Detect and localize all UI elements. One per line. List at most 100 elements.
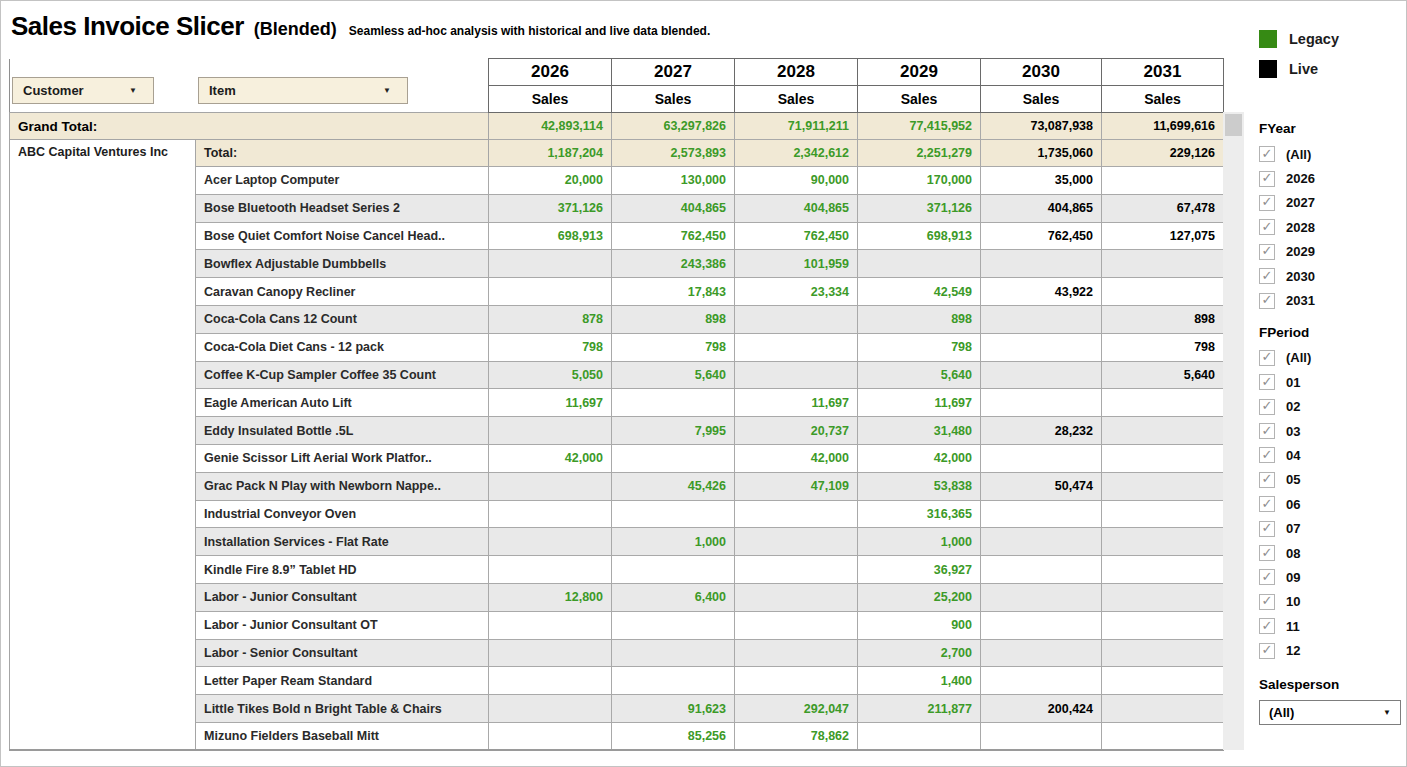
sales-value-cell (735, 667, 858, 695)
live-color-swatch-icon (1259, 60, 1277, 78)
sales-value-cell: 878 (489, 305, 612, 333)
chevron-down-icon: ▼ (129, 86, 137, 95)
checkbox-checked-icon[interactable]: ✓ (1259, 472, 1275, 488)
checkbox-checked-icon[interactable]: ✓ (1259, 399, 1275, 415)
fperiod-option-9[interactable]: ✓ 09 (1259, 565, 1405, 589)
year-column-header: 2031 (1102, 59, 1224, 86)
sales-value-cell: 1,000 (612, 528, 735, 556)
sales-value-cell (1102, 250, 1224, 278)
fyear-filter-title: FYear (1259, 121, 1405, 136)
checkbox-checked-icon[interactable]: ✓ (1259, 643, 1275, 659)
fyear-option-6[interactable]: ✓ 2031 (1259, 288, 1405, 312)
sales-value-cell (1102, 639, 1224, 667)
fperiod-option-5[interactable]: ✓ 05 (1259, 468, 1405, 492)
checkbox-checked-icon[interactable]: ✓ (1259, 268, 1275, 284)
sales-value-cell: 898 (1102, 305, 1224, 333)
fyear-option-5[interactable]: ✓ 2030 (1259, 264, 1405, 288)
fperiod-option-0[interactable]: ✓ (All) (1259, 346, 1405, 370)
sales-value-cell (1102, 389, 1224, 417)
table-vertical-scrollbar[interactable] (1223, 112, 1244, 750)
sales-value-cell (1102, 695, 1224, 723)
sales-value-cell: 53,838 (858, 472, 981, 500)
customer-total-value: 2,573,893 (612, 140, 735, 167)
sales-value-cell: 42,000 (489, 444, 612, 472)
fperiod-option-10[interactable]: ✓ 10 (1259, 590, 1405, 614)
sales-value-cell (981, 361, 1102, 389)
fperiod-option-12[interactable]: ✓ 12 (1259, 638, 1405, 662)
scrollbar-thumb[interactable] (1225, 114, 1242, 136)
checkbox-checked-icon[interactable]: ✓ (1259, 350, 1275, 366)
sales-value-cell (981, 611, 1102, 639)
sales-value-cell (489, 667, 612, 695)
sales-value-cell (612, 639, 735, 667)
item-dimension-dropdown[interactable]: Item ▼ (198, 77, 408, 104)
customer-dimension-dropdown[interactable]: Customer ▼ (12, 77, 154, 104)
fperiod-option-7[interactable]: ✓ 07 (1259, 516, 1405, 540)
sales-value-cell: 130,000 (612, 167, 735, 195)
measure-header: Sales (735, 86, 858, 113)
customer-name: ABC Capital Ventures Inc (10, 140, 196, 751)
item-name: Genie Scissor Lift Aerial Work Platfor.. (196, 444, 489, 472)
page-title: Sales Invoice Slicer (11, 11, 244, 42)
sales-value-cell (981, 500, 1102, 528)
sales-value-cell: 316,365 (858, 500, 981, 528)
item-name: Coca-Cola Diet Cans - 12 pack (196, 333, 489, 361)
sales-value-cell: 798 (612, 333, 735, 361)
fyear-option-1[interactable]: ✓ 2026 (1259, 166, 1405, 190)
checkbox-checked-icon[interactable]: ✓ (1259, 293, 1275, 309)
sales-value-cell (1102, 167, 1224, 195)
checkbox-checked-icon[interactable]: ✓ (1259, 146, 1275, 162)
legend-label: Live (1289, 61, 1318, 77)
sales-value-cell (489, 417, 612, 445)
sales-value-cell: 11,697 (735, 389, 858, 417)
sales-value-cell: 36,927 (858, 556, 981, 584)
checkbox-checked-icon[interactable]: ✓ (1259, 219, 1275, 235)
checkbox-checked-icon[interactable]: ✓ (1259, 521, 1275, 537)
sales-value-cell (489, 250, 612, 278)
fperiod-option-3[interactable]: ✓ 03 (1259, 419, 1405, 443)
sales-value-cell: 5,050 (489, 361, 612, 389)
sales-value-cell (1102, 444, 1224, 472)
item-name: Industrial Conveyor Oven (196, 500, 489, 528)
fperiod-option-11[interactable]: ✓ 11 (1259, 614, 1405, 638)
sales-value-cell: 91,623 (612, 695, 735, 723)
sales-value-cell (1102, 556, 1224, 584)
sales-value-cell (735, 611, 858, 639)
checkbox-checked-icon[interactable]: ✓ (1259, 545, 1275, 561)
sales-value-cell: 45,426 (612, 472, 735, 500)
checkbox-checked-icon[interactable]: ✓ (1259, 618, 1275, 634)
sales-value-cell (489, 695, 612, 723)
sales-value-cell (1102, 417, 1224, 445)
measure-header: Sales (1102, 86, 1224, 113)
fperiod-option-6[interactable]: ✓ 06 (1259, 492, 1405, 516)
customer-total-value: 1,187,204 (489, 140, 612, 167)
salesperson-dropdown[interactable]: (All) ▼ (1259, 700, 1401, 725)
fperiod-option-1[interactable]: ✓ 01 (1259, 370, 1405, 394)
checkbox-checked-icon[interactable]: ✓ (1259, 171, 1275, 187)
sales-value-cell (735, 361, 858, 389)
sales-value-cell: 20,737 (735, 417, 858, 445)
fperiod-option-2[interactable]: ✓ 02 (1259, 395, 1405, 419)
checkbox-checked-icon[interactable]: ✓ (1259, 594, 1275, 610)
sales-value-cell (1102, 722, 1224, 750)
sales-value-cell: 25,200 (858, 583, 981, 611)
fyear-option-4[interactable]: ✓ 2029 (1259, 240, 1405, 264)
fyear-option-0[interactable]: ✓ (All) (1259, 142, 1405, 166)
checkbox-checked-icon[interactable]: ✓ (1259, 496, 1275, 512)
checkbox-checked-icon[interactable]: ✓ (1259, 423, 1275, 439)
fyear-option-3[interactable]: ✓ 2028 (1259, 215, 1405, 239)
fperiod-option-4[interactable]: ✓ 04 (1259, 443, 1405, 467)
checkbox-checked-icon[interactable]: ✓ (1259, 569, 1275, 585)
checkbox-checked-icon[interactable]: ✓ (1259, 244, 1275, 260)
item-name: Bose Bluetooth Headset Series 2 (196, 194, 489, 222)
sales-value-cell (1102, 472, 1224, 500)
checkbox-checked-icon[interactable]: ✓ (1259, 447, 1275, 463)
sales-value-cell: 211,877 (858, 695, 981, 723)
grand-total-value: 63,297,826 (612, 113, 735, 140)
fperiod-option-8[interactable]: ✓ 08 (1259, 541, 1405, 565)
sales-value-cell (735, 639, 858, 667)
sales-value-cell: 5,640 (612, 361, 735, 389)
checkbox-checked-icon[interactable]: ✓ (1259, 195, 1275, 211)
checkbox-checked-icon[interactable]: ✓ (1259, 374, 1275, 390)
fyear-option-2[interactable]: ✓ 2027 (1259, 191, 1405, 215)
